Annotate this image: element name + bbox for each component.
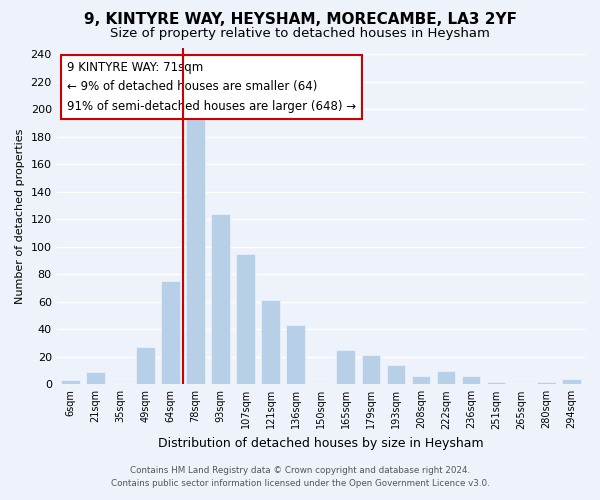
Bar <box>337 350 355 384</box>
Bar <box>262 300 280 384</box>
Bar <box>562 379 581 384</box>
Text: 9, KINTYRE WAY, HEYSHAM, MORECAMBE, LA3 2YF: 9, KINTYRE WAY, HEYSHAM, MORECAMBE, LA3 … <box>83 12 517 28</box>
Bar <box>136 347 155 385</box>
Bar <box>487 382 505 384</box>
Bar <box>412 376 430 384</box>
Bar <box>211 214 230 384</box>
Bar <box>386 365 406 384</box>
Bar <box>186 112 205 384</box>
Bar <box>286 325 305 384</box>
Text: Contains HM Land Registry data © Crown copyright and database right 2024.
Contai: Contains HM Land Registry data © Crown c… <box>110 466 490 487</box>
Text: Size of property relative to detached houses in Heysham: Size of property relative to detached ho… <box>110 28 490 40</box>
Bar <box>437 370 455 384</box>
Text: 9 KINTYRE WAY: 71sqm
← 9% of detached houses are smaller (64)
91% of semi-detach: 9 KINTYRE WAY: 71sqm ← 9% of detached ho… <box>67 61 356 113</box>
Bar <box>537 382 556 384</box>
Bar <box>61 380 80 384</box>
Bar <box>161 281 180 384</box>
Bar <box>461 376 481 384</box>
Bar <box>236 254 255 384</box>
Y-axis label: Number of detached properties: Number of detached properties <box>15 128 25 304</box>
Bar <box>86 372 105 384</box>
X-axis label: Distribution of detached houses by size in Heysham: Distribution of detached houses by size … <box>158 437 484 450</box>
Bar <box>362 356 380 384</box>
